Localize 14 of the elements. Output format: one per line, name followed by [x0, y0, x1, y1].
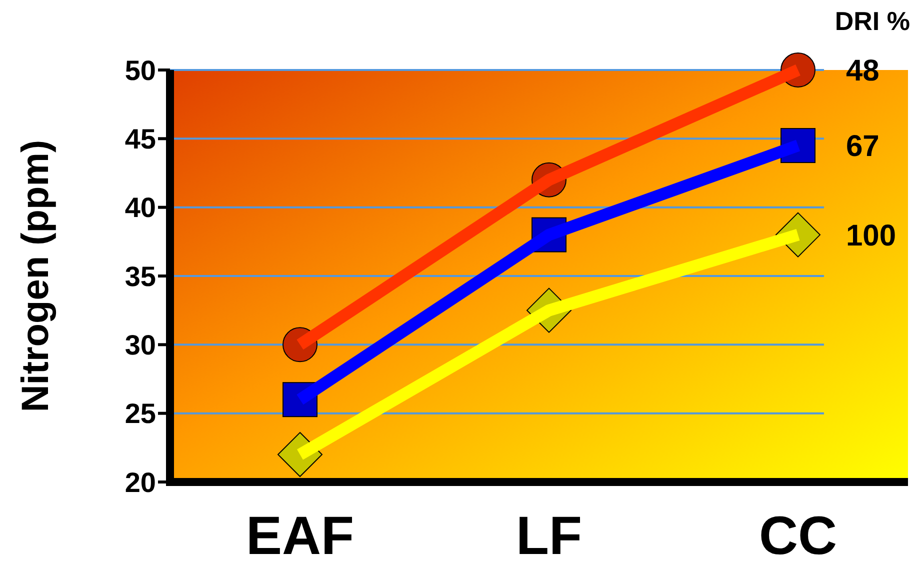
y-tick-label: 40 [124, 192, 156, 224]
x-tick-label: LF [516, 506, 582, 566]
x-tick-label: EAF [246, 506, 354, 566]
y-tick-label: 30 [124, 329, 156, 360]
y-tick-label: 45 [124, 123, 156, 154]
y-axis-title: Nitrogen (ppm) [15, 140, 57, 412]
y-tick-label: 35 [124, 260, 156, 292]
x-tick-label: CC [759, 506, 837, 566]
series-label: 67 [846, 130, 880, 164]
series-label: 100 [846, 219, 896, 252]
y-tick-label: 50 [124, 54, 156, 86]
y-tick-label: 20 [124, 466, 156, 498]
legend-title: DRI % [834, 6, 910, 36]
y-tick-label: 25 [124, 398, 156, 430]
